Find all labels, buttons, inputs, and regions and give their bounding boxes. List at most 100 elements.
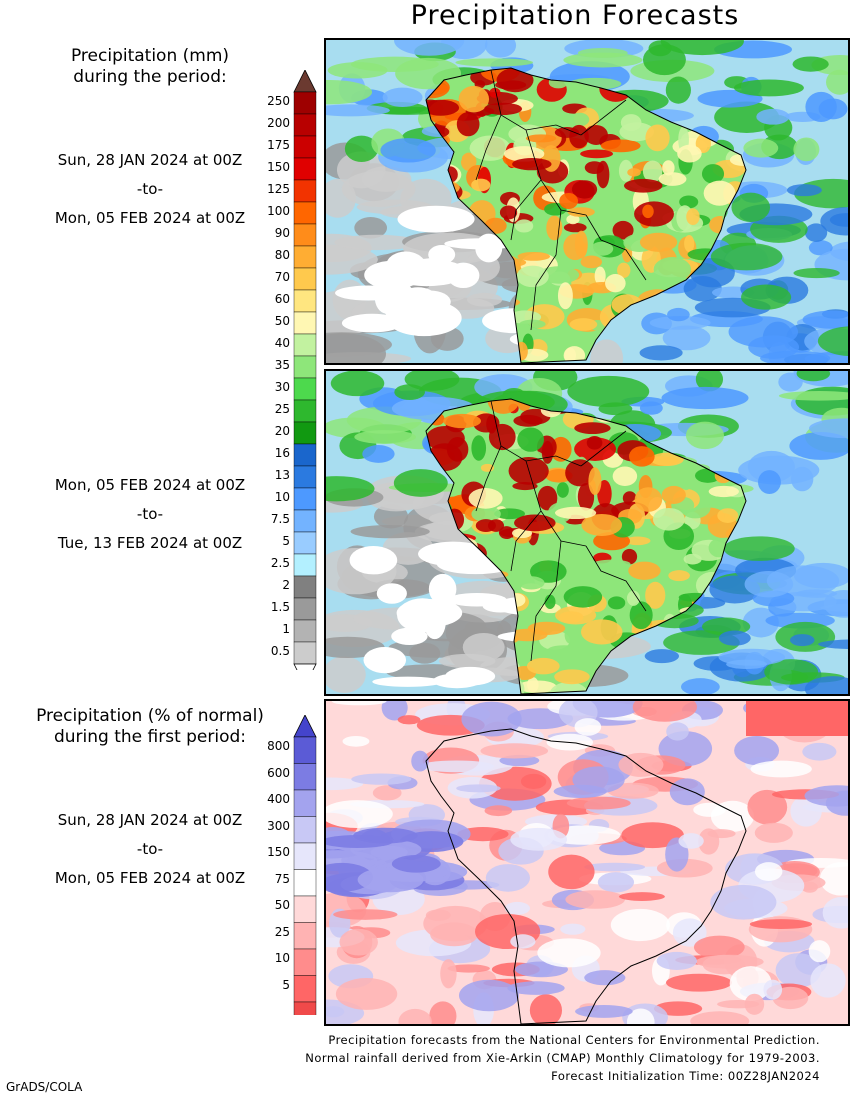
- colorbar-tick-label: 30: [274, 380, 290, 394]
- colorbar-swatch: [293, 531, 317, 555]
- country-border: [530, 540, 562, 662]
- anomaly-patch: [749, 919, 812, 930]
- rain-band: [598, 402, 633, 416]
- colorbar-swatch: [293, 399, 317, 423]
- dry-patch: [326, 244, 378, 275]
- colorbar-tick-label: 35: [274, 358, 290, 372]
- anomaly-patch: [693, 935, 745, 959]
- rain-band: [455, 58, 534, 67]
- colorbar-swatch: [293, 267, 317, 291]
- dry-patch: [350, 524, 430, 539]
- colorbar-swatch: [293, 816, 317, 844]
- rain-band: [484, 40, 517, 58]
- anomaly-patch: [750, 760, 812, 778]
- period1-label: Sun, 28 JAN 2024 at 00Z -to- Mon, 05 FEB…: [0, 146, 300, 233]
- country-border: [525, 460, 587, 547]
- period2-label: Mon, 05 FEB 2024 at 00Z -to- Tue, 13 FEB…: [0, 471, 300, 558]
- colorbar-swatch: [293, 377, 317, 401]
- colorbar-swatch: [293, 289, 317, 313]
- clear-patch: [444, 238, 520, 250]
- clear-patch: [432, 673, 482, 689]
- anomaly-patch: [480, 743, 549, 759]
- anomaly-patch: [326, 800, 393, 829]
- period3-end: Mon, 05 FEB 2024 at 00Z: [54, 869, 246, 887]
- map2-svg: [326, 371, 848, 694]
- rain-band: [714, 101, 780, 133]
- dry-patch: [462, 632, 505, 662]
- credit-label: GrADS/COLA: [6, 1080, 83, 1094]
- anomaly-patch: [504, 901, 531, 915]
- colorbar-swatch: [293, 922, 317, 950]
- rain-band: [731, 192, 771, 223]
- rain-band: [790, 634, 815, 647]
- rain-band: [710, 242, 783, 271]
- rain-band: [741, 284, 792, 310]
- anomaly-patch: [440, 959, 457, 989]
- colorbar-tick-label: 25: [274, 924, 290, 939]
- colorbar-tick-label: 200: [267, 116, 290, 130]
- dry-patch: [466, 292, 503, 307]
- anomaly-patch: [411, 750, 429, 772]
- anomaly-patch: [351, 773, 412, 785]
- country-border: [585, 545, 647, 612]
- clear-patch: [482, 599, 518, 613]
- wet-anomaly: [357, 867, 424, 893]
- colorbar-tick-label: 125: [267, 182, 290, 196]
- rain-band: [756, 108, 790, 125]
- colorbar-tick-label: 2: [282, 578, 290, 592]
- colorbar-tick-label: 50: [274, 314, 290, 328]
- anomaly-patch: [381, 701, 408, 721]
- colorbar-tick-label: 5: [282, 977, 290, 992]
- rain-band: [718, 648, 786, 666]
- rain-band: [685, 421, 725, 450]
- anomaly-patch: [678, 833, 704, 849]
- colorbar-top-arrow: [293, 70, 317, 93]
- dry-patch: [326, 656, 366, 694]
- anomaly-patch: [626, 1008, 655, 1024]
- colorbar-tick-label: 1.5: [270, 600, 290, 614]
- period2-end: Tue, 13 FEB 2024 at 00Z: [57, 534, 243, 552]
- colorbar-tick-label: 250: [267, 94, 290, 108]
- colorbar-tick-label: 75: [274, 871, 290, 886]
- page-title: Precipitation Forecasts: [410, 0, 740, 31]
- anomaly-patch: [510, 827, 568, 851]
- colorbar-tick-label: 150: [267, 160, 290, 174]
- pct-legend-heading-line2: during the first period:: [53, 727, 247, 747]
- rain-band: [804, 676, 848, 694]
- clear-patch: [397, 205, 475, 233]
- anomaly-patch: [326, 1006, 345, 1018]
- rain-band: [742, 607, 779, 638]
- map-period1-percent-normal: [324, 699, 850, 1026]
- rain-band: [642, 44, 686, 76]
- anomaly-patch: [458, 979, 520, 1012]
- rain-band: [362, 445, 395, 463]
- country-border: [475, 114, 502, 181]
- colorbar-swatch: [293, 597, 317, 621]
- rain-band: [793, 137, 820, 162]
- anomaly-patch: [763, 979, 783, 1000]
- rain-band: [733, 79, 804, 97]
- wet-anomaly: [353, 827, 418, 844]
- dry-patch: [341, 170, 416, 208]
- country-border: [510, 179, 542, 241]
- anomaly-patch: [529, 994, 563, 1024]
- country-border: [510, 510, 542, 572]
- colorbar-swatch: [293, 895, 317, 923]
- anomaly-patch: [575, 1004, 633, 1018]
- colorbar-swatch: [293, 113, 317, 137]
- rain-band: [818, 639, 848, 650]
- anomaly-patch: [331, 701, 387, 706]
- rain-band: [330, 371, 385, 397]
- period3-start: Sun, 28 JAN 2024 at 00Z: [57, 811, 243, 829]
- anomaly-patch: [548, 854, 595, 890]
- anomaly-patch: [335, 977, 398, 1010]
- colorbar-swatch: [293, 553, 317, 577]
- mm-legend-heading-line1: Precipitation (mm): [70, 46, 230, 66]
- rain-band: [757, 470, 781, 495]
- anomaly-patch: [574, 718, 602, 736]
- anomaly-patch: [801, 881, 818, 893]
- colorbar-tick-label: 90: [274, 226, 290, 240]
- rain-band: [662, 325, 711, 351]
- colorbar-swatch: [293, 179, 317, 203]
- rain-band: [744, 570, 794, 598]
